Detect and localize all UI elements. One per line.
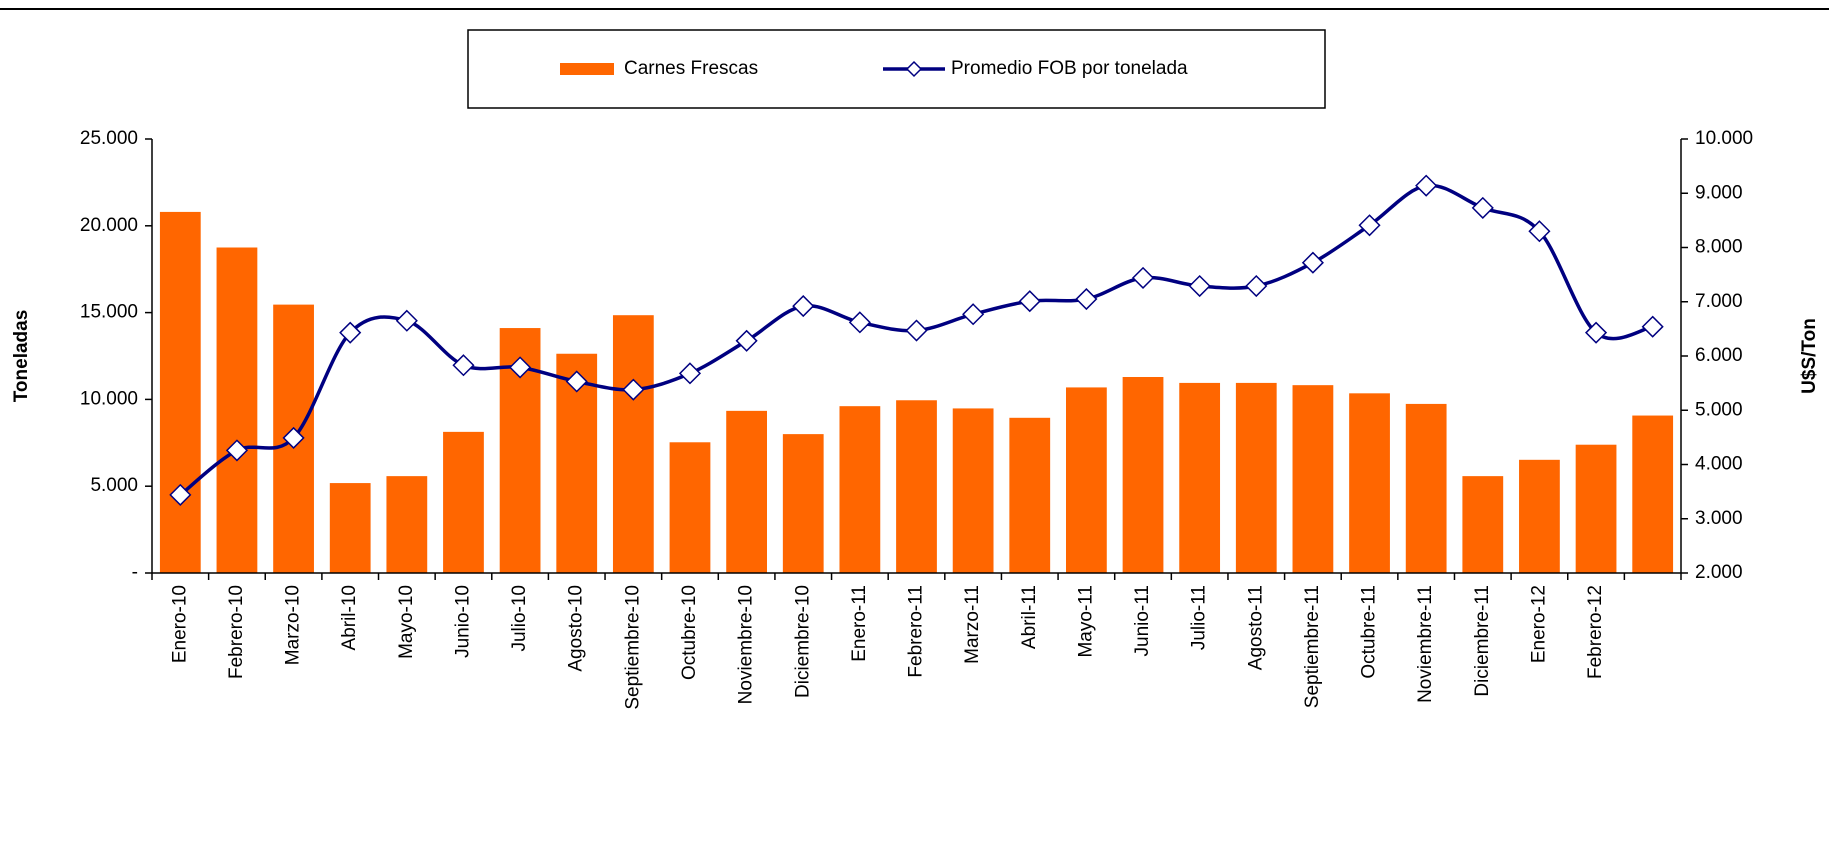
marker [282, 426, 305, 449]
marker [1358, 214, 1381, 237]
bar [1292, 385, 1334, 573]
x-tick-label: Noviembre-10 [736, 585, 757, 704]
marker [452, 354, 475, 377]
bar [1179, 382, 1221, 573]
x-tick-label: Noviembre-11 [1415, 585, 1436, 703]
x-tick-label: Diciembre-11 [1472, 585, 1493, 697]
y2-tick-label: 2.000 [1695, 562, 1743, 583]
marker [1528, 220, 1551, 243]
legend-label: Carnes Frescas [624, 58, 758, 79]
x-tick-label: Mayo-10 [396, 585, 417, 659]
x-tick-label: Enero-10 [169, 585, 190, 663]
marker [678, 362, 702, 385]
marker [225, 439, 249, 462]
bar [896, 400, 937, 573]
bar [329, 483, 371, 573]
marker [565, 370, 588, 393]
x-tick-label: Febrero-10 [226, 585, 247, 679]
bar [1632, 415, 1674, 573]
marker [622, 378, 645, 401]
x-tick-label: Enero-12 [1528, 585, 1549, 663]
marker [848, 311, 871, 334]
x-tick-label: Septiembre-10 [622, 585, 643, 710]
y-tick-label: 20.000 [80, 215, 138, 236]
x-tick-label: Julio-10 [509, 585, 530, 652]
bar [1405, 403, 1447, 573]
y2-tick-label: 9.000 [1695, 182, 1743, 203]
marker [1584, 321, 1608, 344]
marker [1471, 196, 1494, 219]
x-tick-label: Junio-10 [452, 585, 473, 658]
x-tick-label: Marzo-11 [962, 585, 983, 664]
x-tick-label: Agosto-11 [1245, 585, 1266, 670]
marker [1188, 274, 1211, 298]
x-tick-label: Diciembre-10 [792, 585, 813, 698]
bar [443, 431, 484, 573]
x-tick-label: Abril-10 [339, 585, 360, 650]
bar [669, 442, 711, 573]
y2-tick-label: 10.000 [1695, 128, 1753, 149]
legend-label: Promedio FOB por tonelada [951, 58, 1188, 79]
bar [386, 476, 428, 573]
y2-tick-label: 7.000 [1695, 291, 1743, 312]
bar [1519, 459, 1560, 573]
x-tick-label: Marzo-10 [283, 585, 304, 665]
y-axis-label: Toneladas [11, 310, 32, 403]
x-tick-label: Agosto-10 [566, 585, 587, 672]
x-tick-label: Octubre-10 [679, 585, 700, 680]
marker [1245, 274, 1268, 298]
y-tick-label: 5.000 [90, 475, 138, 496]
bar [726, 410, 767, 573]
legend-marker [905, 60, 923, 78]
bar [1575, 444, 1617, 573]
legend-swatch [560, 63, 614, 75]
bar [1462, 476, 1504, 573]
marker [1131, 266, 1155, 289]
bar [839, 406, 881, 573]
marker [792, 295, 815, 318]
y2-tick-label: 4.000 [1695, 454, 1743, 475]
y2-axis-label: U$S/Ton [1799, 318, 1820, 394]
marker [395, 309, 418, 332]
bar [1122, 377, 1164, 573]
y2-tick-label: 8.000 [1695, 237, 1743, 258]
y-tick-label: - [132, 562, 138, 583]
y-tick-label: 10.000 [80, 388, 138, 409]
bar [952, 408, 994, 573]
y2-tick-label: 6.000 [1695, 345, 1743, 366]
x-tick-label: Abril-11 [1019, 585, 1040, 649]
x-tick-label: Enero-11 [849, 585, 870, 662]
marker [905, 319, 928, 342]
x-tick-label: Mayo-11 [1075, 585, 1096, 658]
y2-tick-label: 3.000 [1695, 508, 1743, 529]
marker [1301, 251, 1324, 274]
x-tick-label: Febrero-11 [906, 585, 927, 678]
marker [169, 483, 192, 506]
bar [782, 434, 824, 573]
marker [1018, 290, 1041, 313]
bar [1066, 387, 1107, 573]
x-tick-label: Junio-11 [1132, 585, 1153, 656]
marker [735, 329, 758, 352]
marker [1641, 315, 1664, 338]
marker [1075, 287, 1098, 311]
x-tick-label: Julio-11 [1189, 585, 1210, 650]
bar [1349, 393, 1390, 573]
marker [509, 356, 532, 379]
x-tick-label: Febrero-12 [1585, 585, 1606, 679]
bar [1009, 417, 1051, 573]
x-tick-label: Octubre-11 [1359, 585, 1380, 679]
marker [962, 303, 985, 326]
y-tick-label: 25.000 [80, 128, 138, 149]
y2-tick-label: 5.000 [1695, 399, 1743, 420]
x-tick-label: Septiembre-11 [1302, 585, 1323, 708]
bar [159, 211, 201, 574]
marker [1415, 174, 1438, 197]
bar [1235, 382, 1277, 573]
marker [339, 321, 362, 344]
bar [612, 315, 654, 573]
y-tick-label: 15.000 [80, 302, 138, 323]
bar [216, 247, 258, 573]
